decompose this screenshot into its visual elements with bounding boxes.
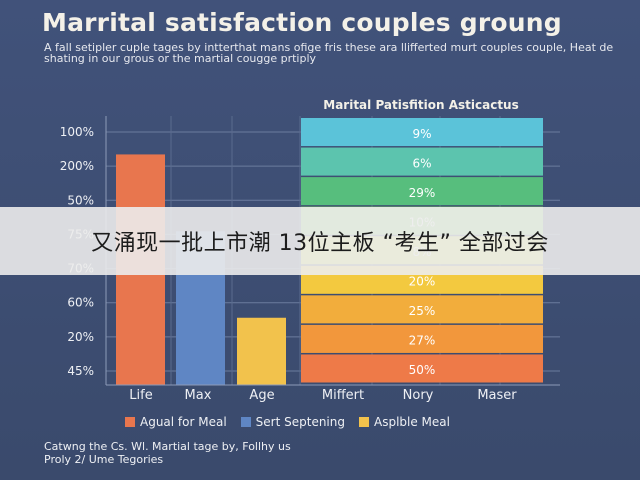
footnote: Catwng the Cs. Wl. Martial tage by, Foll… xyxy=(44,440,464,466)
x-tick-label: Max xyxy=(185,388,212,403)
legend-swatch xyxy=(240,417,251,427)
legend-label: Agual for Meal xyxy=(140,415,227,429)
stack-segment xyxy=(301,324,543,353)
stack-segment-label: 29% xyxy=(409,186,436,200)
x-tick-label: Miffert xyxy=(322,388,364,403)
stack-segment xyxy=(301,354,543,383)
legend-item: Asplble Meal xyxy=(359,415,450,429)
chart-subtitle: A fall setipler cuple tages by inttertha… xyxy=(44,41,614,65)
overlay-banner: 又涌现一批上市潮 13位主板 “考生” 全部过会 xyxy=(0,207,640,275)
legend-label: Asplble Meal xyxy=(374,415,450,429)
stack-title: Marital Patisfition Asticactus xyxy=(323,98,519,112)
stack-segment xyxy=(301,177,543,206)
footnote-line: Proly 2/ Ume Tegories xyxy=(44,453,164,466)
stack-segment-label: 9% xyxy=(412,127,431,141)
stack-segment-label: 27% xyxy=(409,334,436,348)
stack-segment xyxy=(301,147,543,176)
footnote-line: Catwng the Cs. Wl. Martial tage by, Foll… xyxy=(44,440,291,453)
stack-segment-label: 6% xyxy=(412,156,431,170)
legend-item: Sert Septening xyxy=(240,415,345,429)
x-tick-label: Age xyxy=(249,388,274,403)
stack-segment xyxy=(301,295,543,324)
chart-title: Marrital satisfaction couples groung xyxy=(42,8,562,37)
banner-text: 又涌现一批上市潮 13位主板 “考生” 全部过会 xyxy=(91,231,549,256)
x-tick-label: Maser xyxy=(477,388,517,403)
stack-segment-label: 20% xyxy=(409,275,436,289)
stack-segment-label: 50% xyxy=(409,363,436,377)
bar xyxy=(237,317,286,385)
y-tick-label: 100% xyxy=(60,125,94,139)
y-tick-label: 60% xyxy=(67,296,94,310)
legend: Agual for Meal Sert Septening Asplble Me… xyxy=(125,413,450,431)
legend-swatch xyxy=(125,417,135,427)
legend-item: Agual for Meal xyxy=(125,415,227,429)
y-tick-label: 200% xyxy=(60,159,94,173)
y-tick-label: 50% xyxy=(67,193,94,207)
legend-swatch xyxy=(359,417,369,427)
x-tick-label: Life xyxy=(129,388,152,403)
legend-label: Sert Septening xyxy=(255,415,345,429)
x-tick-label: Nory xyxy=(403,388,434,403)
y-tick-label: 45% xyxy=(67,364,94,378)
y-tick-label: 20% xyxy=(67,330,94,344)
stack-segment xyxy=(301,118,543,147)
stack-segment-label: 25% xyxy=(409,304,436,318)
